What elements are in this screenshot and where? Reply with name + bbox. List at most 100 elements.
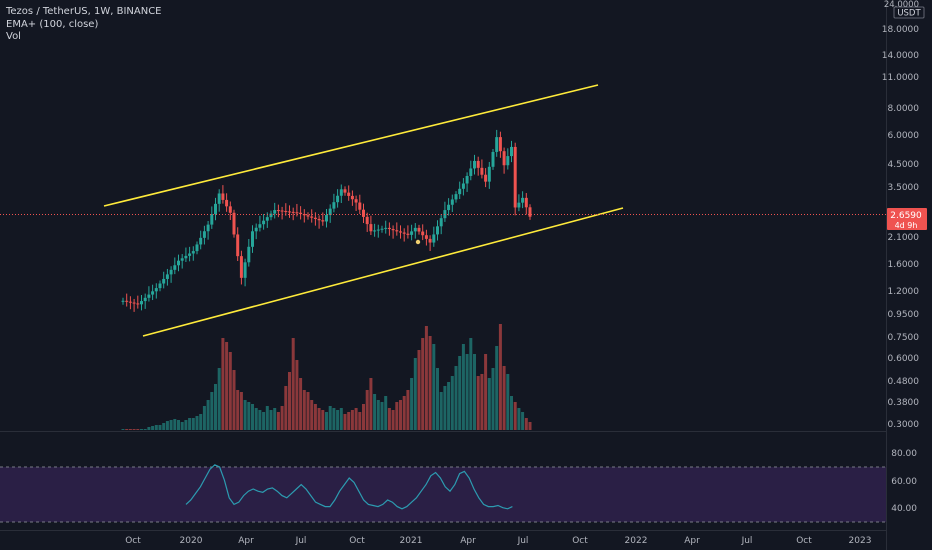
candle[interactable] bbox=[136, 303, 140, 305]
candle[interactable] bbox=[461, 183, 465, 189]
candle[interactable] bbox=[391, 229, 395, 231]
candle[interactable] bbox=[225, 199, 229, 207]
candle[interactable] bbox=[321, 220, 325, 222]
candle[interactable] bbox=[484, 174, 488, 182]
candle[interactable] bbox=[406, 233, 410, 235]
candle[interactable] bbox=[510, 146, 513, 157]
candle[interactable] bbox=[402, 232, 406, 234]
candle[interactable] bbox=[447, 204, 451, 211]
candle[interactable] bbox=[506, 156, 510, 166]
candle[interactable] bbox=[521, 197, 525, 203]
candle[interactable] bbox=[269, 213, 273, 218]
candle[interactable] bbox=[169, 269, 173, 275]
candle[interactable] bbox=[177, 260, 180, 266]
volume-indicator-label[interactable]: Vol bbox=[6, 31, 21, 42]
candle[interactable] bbox=[191, 251, 195, 254]
candle[interactable] bbox=[143, 297, 147, 302]
candle[interactable] bbox=[528, 207, 532, 217]
candle[interactable] bbox=[347, 192, 351, 196]
candle[interactable] bbox=[450, 199, 454, 205]
candle[interactable] bbox=[376, 229, 380, 231]
candle[interactable] bbox=[476, 160, 480, 168]
candle[interactable] bbox=[188, 253, 192, 256]
channel-upper-line[interactable] bbox=[103, 84, 599, 207]
candle[interactable] bbox=[132, 302, 136, 304]
candle[interactable] bbox=[180, 258, 184, 261]
candle[interactable] bbox=[206, 224, 210, 232]
candle[interactable] bbox=[339, 189, 343, 196]
candle[interactable] bbox=[424, 235, 428, 239]
candle[interactable] bbox=[328, 208, 332, 216]
candle[interactable] bbox=[295, 212, 299, 214]
candle[interactable] bbox=[358, 202, 362, 210]
candle[interactable] bbox=[251, 231, 254, 247]
candle[interactable] bbox=[387, 227, 391, 230]
candle[interactable] bbox=[239, 256, 243, 278]
candle[interactable] bbox=[217, 193, 221, 204]
candle[interactable] bbox=[458, 188, 462, 195]
candle[interactable] bbox=[439, 218, 443, 227]
candle[interactable] bbox=[214, 203, 217, 215]
candle[interactable] bbox=[154, 288, 158, 292]
candle[interactable] bbox=[524, 197, 528, 208]
candle[interactable] bbox=[265, 217, 269, 221]
candle[interactable] bbox=[413, 227, 417, 232]
symbol-title[interactable]: Tezos / TetherUS, 1W, BINANCE bbox=[6, 6, 162, 17]
candle[interactable] bbox=[395, 230, 399, 232]
candle[interactable] bbox=[421, 231, 425, 236]
candle[interactable] bbox=[258, 224, 262, 228]
candle[interactable] bbox=[147, 294, 151, 298]
candle[interactable] bbox=[495, 137, 499, 152]
candle[interactable] bbox=[502, 151, 506, 166]
candle[interactable] bbox=[210, 214, 214, 225]
candle[interactable] bbox=[247, 246, 251, 263]
candle[interactable] bbox=[291, 211, 295, 213]
candle[interactable] bbox=[195, 244, 199, 252]
candle[interactable] bbox=[121, 300, 125, 302]
candle[interactable] bbox=[454, 194, 458, 200]
candle[interactable] bbox=[373, 230, 377, 232]
candle[interactable] bbox=[221, 193, 225, 200]
candle[interactable] bbox=[310, 216, 314, 218]
candle[interactable] bbox=[284, 210, 288, 212]
candle[interactable] bbox=[369, 224, 373, 232]
candle[interactable] bbox=[313, 217, 317, 219]
candle[interactable] bbox=[273, 210, 277, 214]
candle[interactable] bbox=[417, 227, 421, 232]
candle[interactable] bbox=[336, 195, 340, 203]
candle[interactable] bbox=[498, 137, 502, 152]
candle[interactable] bbox=[306, 215, 310, 217]
candle[interactable] bbox=[280, 210, 284, 212]
candle[interactable] bbox=[354, 199, 358, 203]
candle[interactable] bbox=[350, 195, 354, 200]
price-axis[interactable]: 18.0000 14.0000 11.0000 8.0000 6.0000 4.5000 3… bbox=[882, 0, 927, 430]
candle[interactable] bbox=[236, 234, 240, 257]
candle[interactable] bbox=[128, 301, 132, 303]
candle[interactable] bbox=[151, 291, 155, 295]
candle[interactable] bbox=[276, 210, 280, 212]
candle[interactable] bbox=[254, 227, 258, 232]
candle[interactable] bbox=[199, 237, 203, 245]
candle[interactable] bbox=[343, 189, 347, 193]
candle[interactable] bbox=[232, 212, 236, 235]
candle[interactable] bbox=[380, 228, 384, 230]
ema-indicator-label[interactable]: EMA+ (100, close) bbox=[6, 18, 99, 30]
candle[interactable] bbox=[202, 231, 206, 238]
candle[interactable] bbox=[243, 262, 247, 278]
candle[interactable] bbox=[428, 238, 432, 243]
candle[interactable] bbox=[469, 168, 473, 176]
candle[interactable] bbox=[325, 215, 328, 222]
candle[interactable] bbox=[487, 166, 491, 182]
candle[interactable] bbox=[410, 231, 414, 235]
candle[interactable] bbox=[184, 255, 188, 259]
candle[interactable] bbox=[262, 220, 266, 225]
candle[interactable] bbox=[158, 283, 162, 289]
channel-lower-line[interactable] bbox=[142, 207, 624, 337]
candle[interactable] bbox=[384, 227, 388, 229]
candle[interactable] bbox=[299, 212, 303, 215]
candle[interactable] bbox=[362, 209, 365, 217]
candle[interactable] bbox=[228, 206, 232, 213]
candle[interactable] bbox=[165, 274, 169, 279]
candle[interactable] bbox=[288, 211, 291, 213]
